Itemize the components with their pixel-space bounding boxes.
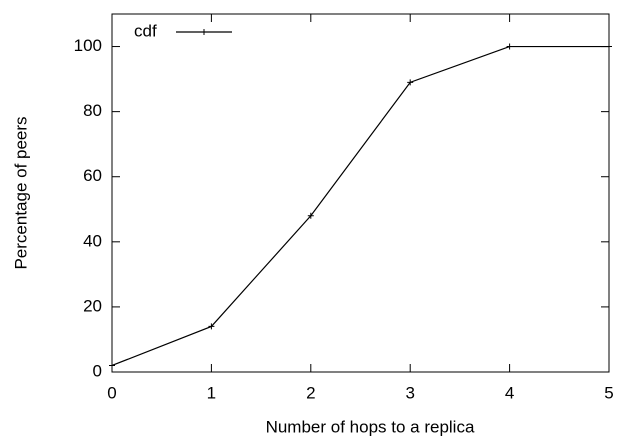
plot-frame (111, 13, 610, 373)
y-tick-label: 80 (83, 101, 102, 120)
y-tick-label: 60 (83, 166, 102, 185)
data-point (606, 43, 612, 50)
data-point (109, 362, 115, 369)
data-line (111, 45, 609, 367)
legend-marker (201, 29, 207, 35)
data-point (307, 212, 314, 219)
x-tick-label: 0 (107, 383, 116, 402)
y-tick-label: 40 (83, 231, 102, 250)
x-axis-label: Number of hops to a replica (266, 417, 475, 436)
y-axis-label: Percentage of peers (11, 116, 30, 269)
data-point (407, 79, 414, 86)
legend-label: cdf (134, 21, 157, 40)
x-tick-label: 2 (306, 383, 315, 402)
x-tick-label: 4 (505, 383, 514, 402)
y-tick-label: 20 (83, 296, 102, 315)
y-tick-label: 100 (74, 36, 102, 55)
x-tick-label: 1 (207, 383, 216, 402)
data-point (506, 43, 513, 50)
data-point (208, 323, 215, 330)
x-tick-label: 5 (604, 383, 613, 402)
y-tick-label: 0 (93, 361, 102, 380)
x-tick-label: 3 (405, 383, 414, 402)
